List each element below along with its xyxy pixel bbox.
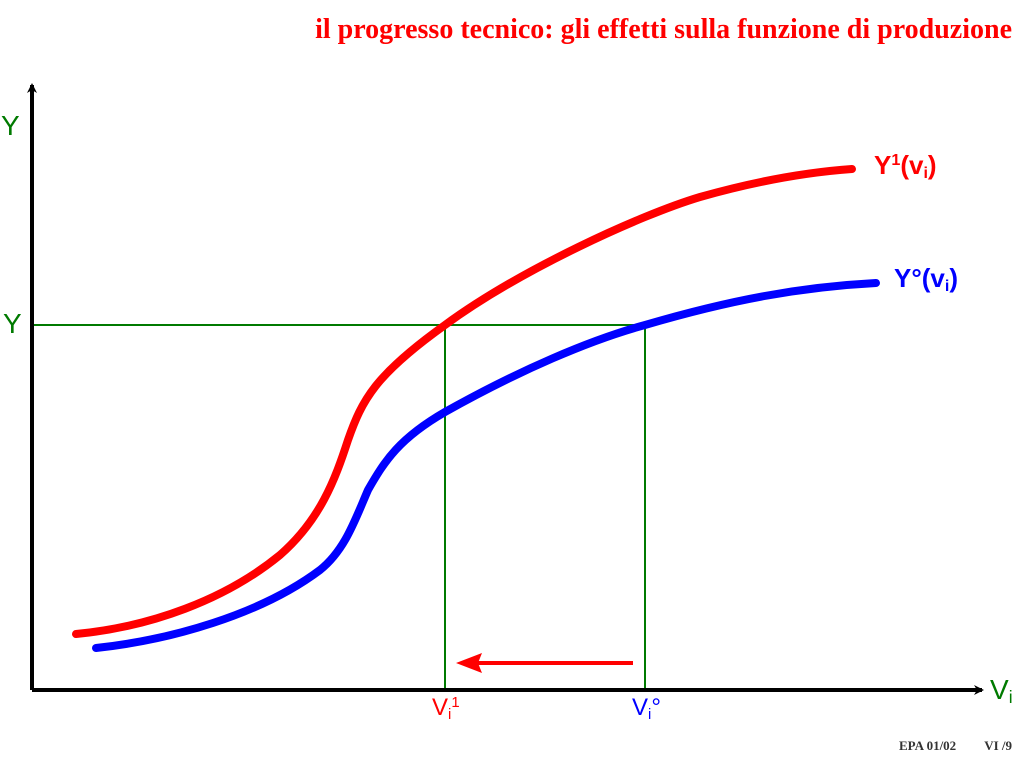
output-level-label: Y xyxy=(3,308,22,339)
shift-arrow-head xyxy=(456,653,482,673)
curve-y1-label: Y1(vi) xyxy=(874,150,937,183)
curve-y0-label: Y°(vi) xyxy=(894,263,959,296)
x-axis-label: Vi xyxy=(990,674,1013,708)
curve-y1 xyxy=(72,165,856,638)
vi1-tick-label: Vi1 xyxy=(432,694,460,723)
vi0-tick-label: Vi° xyxy=(632,694,661,723)
footer-course: EPA 01/02 xyxy=(899,738,957,753)
footer-page: VI /9 xyxy=(984,738,1012,753)
slide-title: il progresso tecnico: gli effetti sulla … xyxy=(315,14,1012,45)
curve-y0 xyxy=(92,279,880,652)
y-axis-label: Y xyxy=(1,110,20,141)
footer: EPA 01/02 VI /9 xyxy=(899,738,1012,754)
